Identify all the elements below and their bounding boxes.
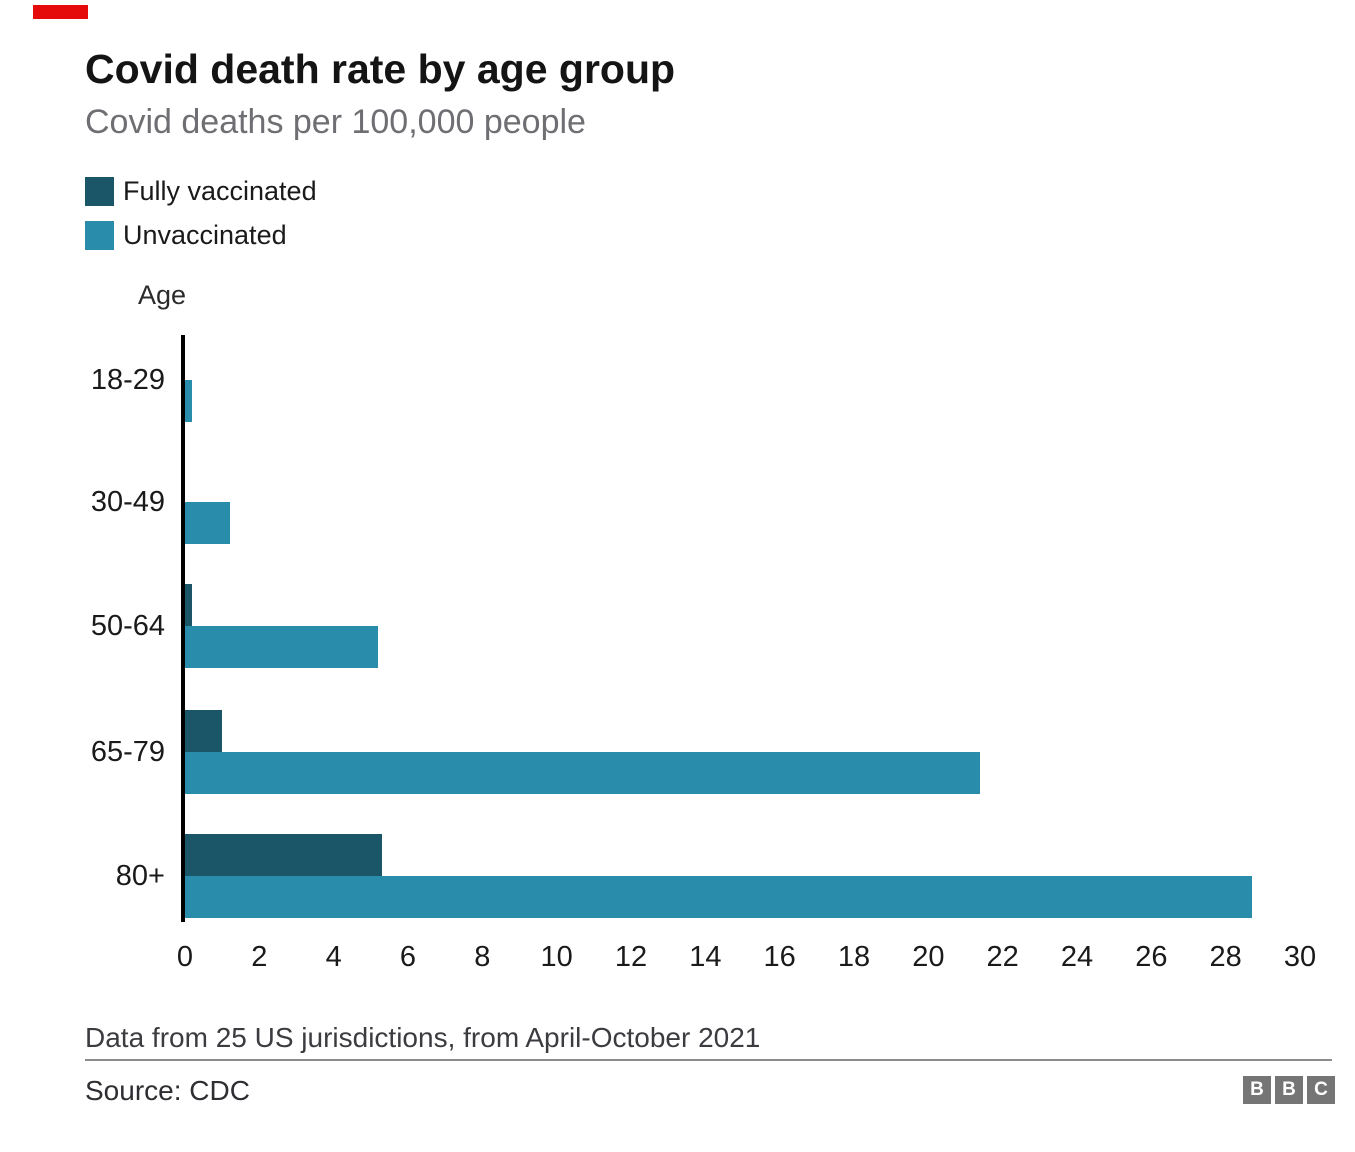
footer-divider	[85, 1059, 1332, 1061]
red-marker	[33, 5, 88, 19]
x-tick-label-6: 6	[399, 941, 417, 973]
bar-unvaccinated-18-29	[185, 380, 192, 422]
bar-fully-vaccinated-80+	[185, 834, 382, 876]
fully-vaccinated-swatch-icon	[85, 176, 114, 206]
bar-unvaccinated-80+	[185, 876, 1252, 918]
x-tick-label-4: 4	[325, 941, 342, 973]
x-tick-label-18: 18	[837, 941, 871, 973]
bbc-logo: B B C	[1243, 1076, 1335, 1104]
chart-title: Covid death rate by age group	[85, 46, 676, 92]
bar-unvaccinated-30-49	[185, 502, 230, 544]
x-tick-label-28: 28	[1209, 941, 1242, 973]
x-tick-label-0: 0	[176, 941, 194, 973]
y-axis-line	[181, 335, 185, 922]
legend-label: Fully vaccinated	[123, 176, 317, 206]
category-label-18-29: 18-29	[90, 364, 165, 396]
bbc-logo-letter: B	[1275, 1076, 1303, 1104]
x-tick-label-24: 24	[1060, 941, 1094, 973]
category-label-80+: 80+	[115, 860, 165, 892]
footer-note: Data from 25 US jurisdictions, from Apri…	[85, 1022, 761, 1053]
bbc-logo-letter: B	[1243, 1076, 1271, 1104]
bbc-logo-letter: C	[1307, 1076, 1335, 1104]
y-axis-title: Age	[138, 280, 187, 310]
x-tick-label-8: 8	[474, 941, 491, 973]
chart-subtitle: Covid deaths per 100,000 people	[85, 103, 586, 141]
legend-label: Unvaccinated	[123, 220, 287, 250]
x-tick-label-2: 2	[251, 941, 268, 973]
x-tick-label-30: 30	[1283, 941, 1317, 973]
x-tick-label-22: 22	[986, 941, 1019, 973]
bar-fully-vaccinated-50-64	[185, 584, 192, 626]
x-tick-label-12: 12	[614, 941, 648, 973]
bar-unvaccinated-65-79	[185, 752, 980, 794]
category-label-50-64: 50-64	[90, 610, 165, 642]
x-tick-label-20: 20	[912, 941, 945, 973]
x-tick-label-14: 14	[689, 941, 722, 973]
x-tick-label-16: 16	[763, 941, 796, 973]
bar-unvaccinated-50-64	[185, 626, 378, 668]
x-tick-label-26: 26	[1135, 941, 1168, 973]
category-label-30-49: 30-49	[90, 486, 165, 518]
legend-item-fully-vaccinated: Fully vaccinated	[85, 176, 317, 206]
source-label: Source: CDC	[85, 1075, 250, 1106]
x-tick-label-10: 10	[540, 941, 573, 973]
legend-item-unvaccinated: Unvaccinated	[85, 220, 287, 250]
unvaccinated-swatch-icon	[85, 220, 114, 250]
category-label-65-79: 65-79	[90, 736, 165, 768]
bar-fully-vaccinated-65-79	[185, 710, 222, 752]
